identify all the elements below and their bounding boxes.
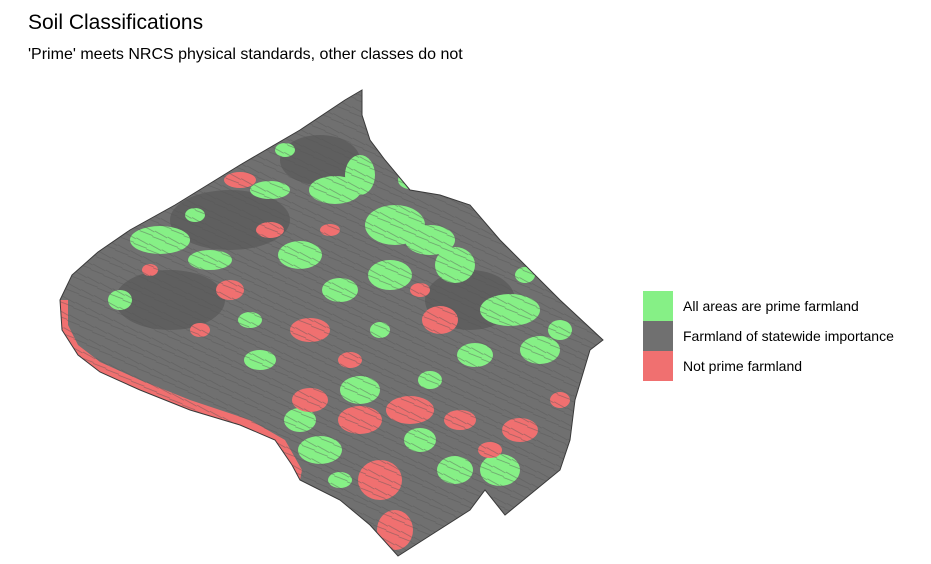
- legend-swatch-statewide: [643, 321, 673, 351]
- legend-item-not-prime: Not prime farmland: [643, 351, 894, 381]
- legend-swatch-not-prime: [643, 351, 673, 381]
- legend-swatch-prime: [643, 291, 673, 321]
- legend-item-prime: All areas are prime farmland: [643, 291, 894, 321]
- map-subtitle: 'Prime' meets NRCS physical standards, o…: [28, 46, 463, 63]
- county-outline: [59, 89, 604, 557]
- legend-label-not-prime: Not prime farmland: [683, 358, 803, 374]
- map-legend: All areas are prime farmland Farmland of…: [643, 291, 894, 381]
- legend-item-statewide: Farmland of statewide importance: [643, 321, 894, 351]
- map-title: Soil Classifications: [28, 11, 204, 34]
- legend-label-statewide: Farmland of statewide importance: [683, 328, 894, 344]
- legend-label-prime: All areas are prime farmland: [683, 298, 859, 314]
